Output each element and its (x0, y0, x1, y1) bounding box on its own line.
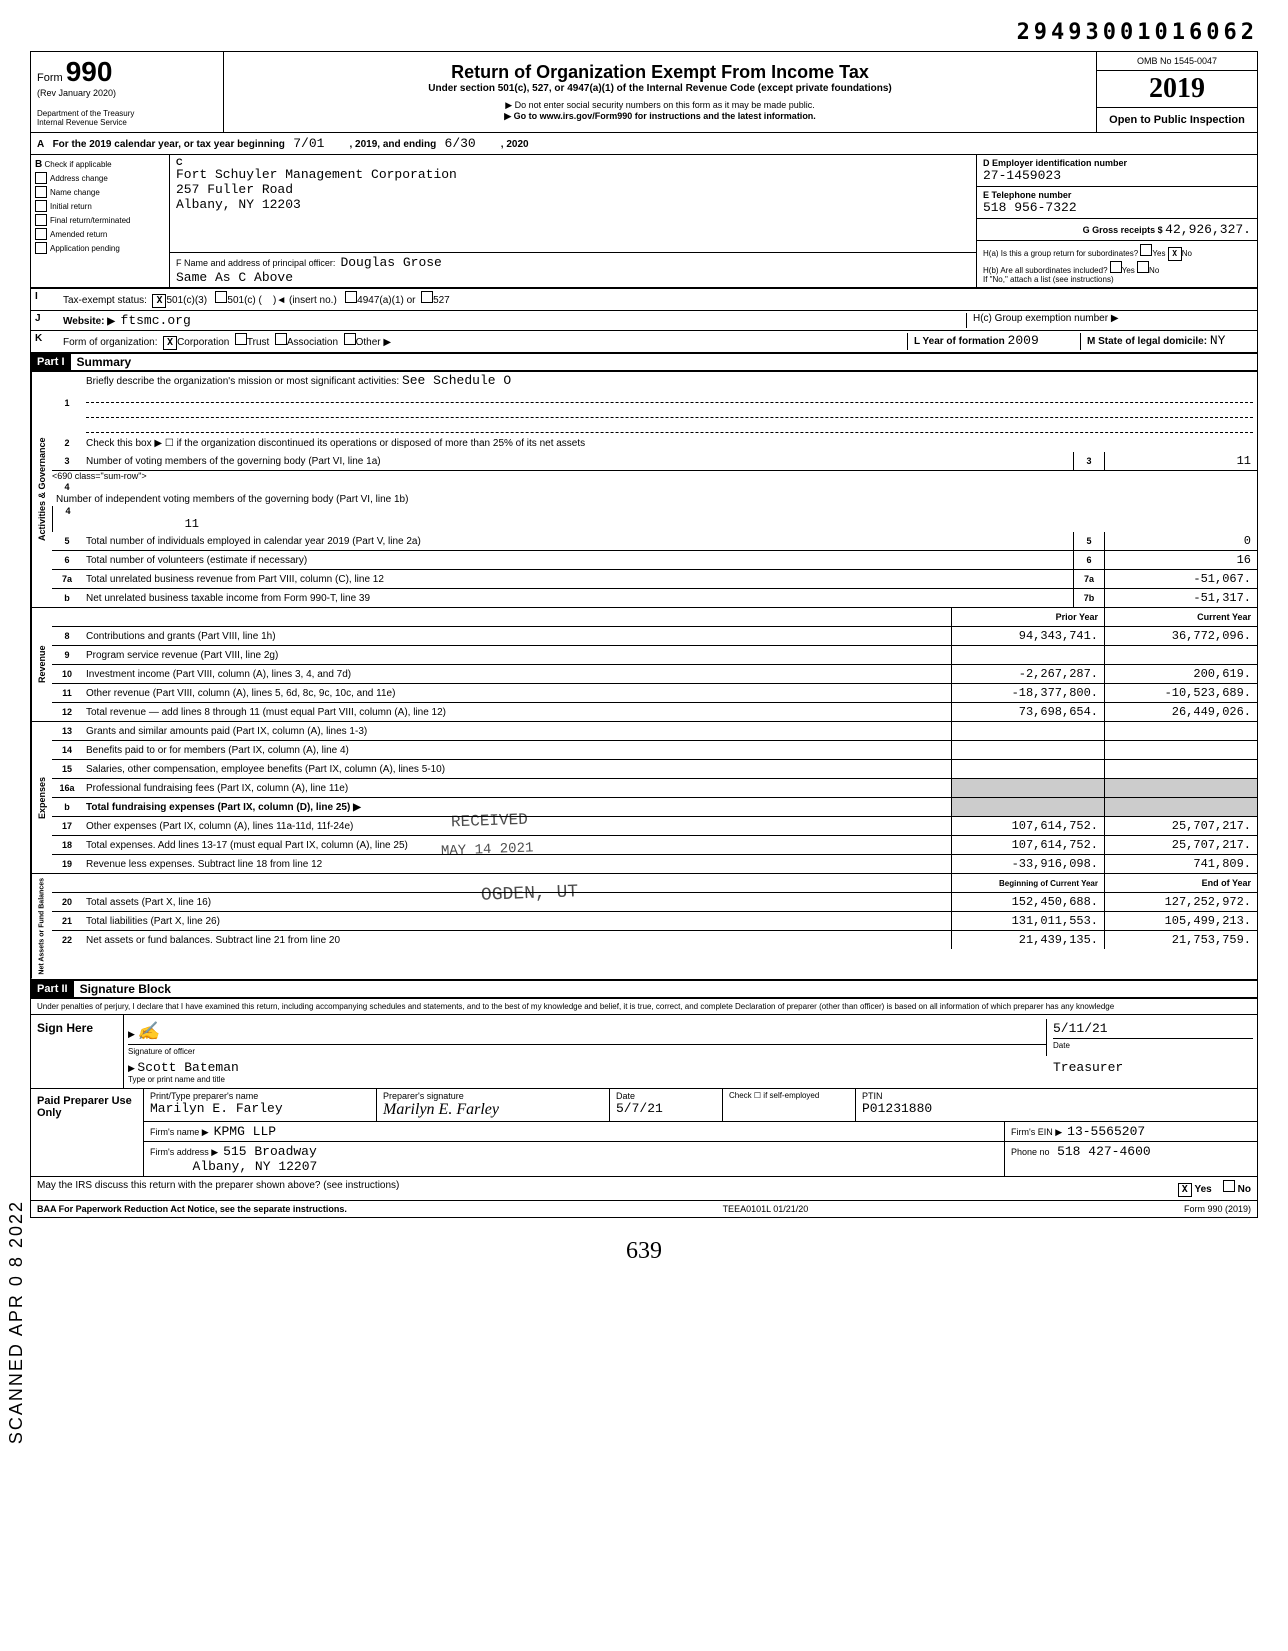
hb-note: If "No," attach a list (see instructions… (983, 275, 1114, 284)
note-ssn: ▶ Do not enter social security numbers o… (228, 100, 1092, 111)
dept-irs: Internal Revenue Service (37, 119, 217, 128)
tax-year: 2019 (1097, 71, 1257, 108)
sig-date: 5/11/21 (1053, 1021, 1253, 1039)
phone: 518 956-7322 (983, 200, 1077, 215)
officer-title: Treasurer (1053, 1060, 1253, 1084)
preparer-sig: Marilyn E. Farley (383, 1101, 603, 1119)
form-subtitle: Under section 501(c), 527, or 4947(a)(1)… (228, 83, 1092, 94)
vert-governance: Activities & Governance (31, 372, 52, 607)
omb-number: OMB No 1545-0047 (1097, 52, 1257, 71)
q7b-val: -51,317. (1104, 589, 1257, 607)
page-handwritten: 639 (30, 1238, 1258, 1265)
q3-val: 11 (1104, 452, 1257, 470)
officer-printed: Scott Bateman (137, 1060, 238, 1075)
stamp-date: MAY 14 2021 (441, 840, 534, 859)
footer-left: BAA For Paperwork Reduction Act Notice, … (37, 1204, 347, 1214)
tax-exempt-status: Tax-exempt status: X501(c)(3) 501(c) ( )… (59, 289, 1257, 310)
hb-label: H(b) Are all subordinates included? (983, 266, 1108, 275)
current-year-hdr: Current Year (1104, 608, 1257, 626)
org-addr1: 257 Fuller Road (176, 182, 293, 197)
mission: See Schedule O (402, 373, 511, 388)
q7a-val: -51,067. (1104, 570, 1257, 588)
c-label: C (176, 157, 183, 167)
firm-name: KPMG LLP (214, 1124, 276, 1139)
note-url: ▶ Go to www.irs.gov/Form990 for instruct… (228, 111, 1092, 122)
d-label: D Employer identification number (983, 158, 1127, 168)
checkbox-list: Address change Name change Initial retur… (35, 172, 165, 254)
end-year-hdr: End of Year (1104, 874, 1257, 892)
firm-phone: 518 427-4600 (1057, 1144, 1151, 1159)
year-formation: 2009 (1008, 333, 1039, 348)
document-number: 29493001016062 (30, 20, 1258, 45)
hc-label: H(c) Group exemption number ▶ (966, 313, 1253, 328)
vert-net-assets: Net Assets or Fund Balances (31, 874, 52, 979)
preparer-date: 5/7/21 (616, 1101, 716, 1116)
officer-name: Douglas Grose (340, 255, 441, 270)
firm-ein: 13-5565207 (1067, 1124, 1145, 1139)
footer-right: Form 990 (2019) (1184, 1204, 1251, 1214)
e-label: E Telephone number (983, 190, 1071, 200)
ogden-stamp: OGDEN, UT (481, 882, 579, 905)
firm-addr1: 515 Broadway (223, 1144, 317, 1159)
part2-title: Signature Block (74, 982, 171, 996)
g-label: G Gross receipts $ (1083, 225, 1163, 235)
preparer-name: Marilyn E. Farley (150, 1101, 370, 1116)
form-title: Return of Organization Exempt From Incom… (228, 62, 1092, 83)
ein: 27-1459023 (983, 168, 1061, 183)
part1-tag: Part I (31, 354, 71, 370)
ptin: P01231880 (862, 1101, 1251, 1116)
received-stamp: RECEIVED (451, 811, 528, 832)
line-a: A For the 2019 calendar year, or tax yea… (31, 133, 1257, 155)
vert-revenue: Revenue (31, 608, 52, 721)
open-public: Open to Public Inspection (1097, 108, 1257, 132)
f-label: F Name and address of principal officer: (176, 258, 335, 268)
perjury-text: Under penalties of perjury, I declare th… (31, 999, 1257, 1015)
q2-desc: Check this box ▶ ☐ if the organization d… (82, 437, 1257, 450)
ha-label: H(a) Is this a group return for subordin… (983, 249, 1138, 258)
discuss-text: May the IRS discuss this return with the… (37, 1180, 1178, 1197)
vert-expenses: Expenses (31, 722, 52, 873)
part1-title: Summary (71, 355, 132, 369)
officer-addr: Same As C Above (176, 270, 293, 285)
q6-val: 16 (1104, 551, 1257, 569)
prior-year-hdr: Prior Year (951, 608, 1104, 626)
revision: (Rev January 2020) (37, 88, 217, 98)
begin-year-hdr: Beginning of Current Year (951, 874, 1104, 892)
footer-mid: TEEA0101L 01/21/20 (723, 1204, 809, 1214)
q4-val: 11 (52, 516, 205, 532)
firm-addr2: Albany, NY 12207 (193, 1159, 318, 1174)
sign-here-label: Sign Here (31, 1015, 124, 1088)
sig-officer-label: Signature of officer (128, 1047, 1046, 1056)
q5-val: 0 (1104, 532, 1257, 550)
org-name: Fort Schuyler Management Corporation (176, 167, 457, 182)
self-employed-check: Check ☐ if self-employed (723, 1089, 856, 1121)
website: ftsmc.org (121, 313, 191, 328)
scanned-stamp: SCANNED APR 0 8 2022 (6, 1200, 27, 1444)
form-990: Form 990 (Rev January 2020) Department o… (30, 51, 1258, 1218)
paid-preparer-label: Paid Preparer Use Only (31, 1089, 144, 1176)
part2-tag: Part II (31, 981, 74, 997)
gross-receipts: 42,926,327. (1165, 222, 1251, 237)
org-addr2: Albany, NY 12203 (176, 197, 301, 212)
state-domicile: NY (1210, 333, 1226, 348)
form-label: Form 990 (37, 56, 217, 88)
